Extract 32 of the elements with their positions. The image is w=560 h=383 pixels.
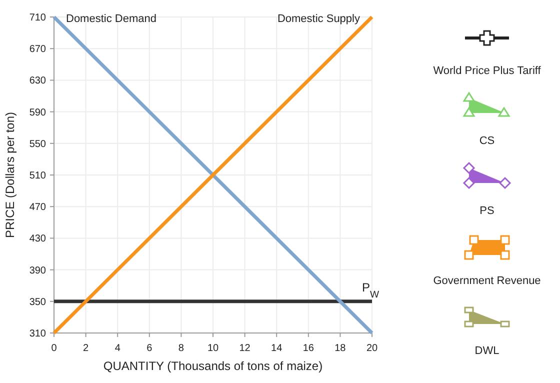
y-tick-label: 430 bbox=[29, 234, 46, 245]
series-label: Domestic Demand bbox=[66, 13, 156, 25]
y-tick-label: 550 bbox=[29, 138, 46, 150]
x-tick-label: 0 bbox=[51, 343, 58, 354]
y-tick-label: 670 bbox=[29, 44, 46, 56]
text: CS bbox=[479, 135, 495, 147]
x-tick-label: 16 bbox=[302, 343, 314, 354]
x-tick-label: 12 bbox=[239, 343, 251, 354]
y-tick-label: 350 bbox=[29, 296, 46, 308]
y-tick-label: 590 bbox=[29, 107, 46, 118]
text: PS bbox=[480, 205, 494, 217]
y-tick-label: 390 bbox=[29, 265, 46, 276]
text: Government Revenue bbox=[433, 275, 541, 287]
y-tick-label: 630 bbox=[29, 76, 46, 87]
x-tick-label: 20 bbox=[366, 343, 378, 354]
x-tick-label: 6 bbox=[146, 343, 153, 354]
x-tick-label: 4 bbox=[114, 343, 121, 354]
x-tick-label: 14 bbox=[271, 343, 283, 354]
text: DWL bbox=[474, 345, 500, 357]
x-axis-title: QUANTITY (Thousands of tons of maize) bbox=[103, 359, 323, 373]
y-tick-label: 710 bbox=[29, 12, 46, 24]
y-tick-label: 310 bbox=[29, 328, 46, 340]
x-tick-label: 8 bbox=[178, 343, 184, 354]
y-tick-label: 510 bbox=[29, 170, 46, 182]
y-tick-label: 470 bbox=[29, 202, 46, 214]
text: World Price Plus Tariff bbox=[433, 65, 542, 77]
x-tick-label: 2 bbox=[83, 343, 90, 354]
x-tick-label: 18 bbox=[334, 343, 346, 354]
y-axis-title: PRICE (Dollars per ton) bbox=[3, 112, 17, 238]
series-label: Domestic Supply bbox=[277, 13, 360, 25]
x-tick-label: 10 bbox=[207, 343, 219, 354]
ref-line-label: P$_{W}$ bbox=[362, 280, 380, 300]
